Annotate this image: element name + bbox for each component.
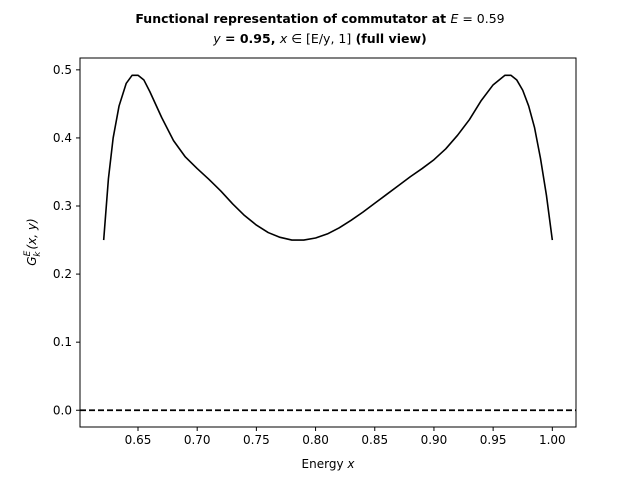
- y-axis-label-sub: k: [33, 251, 43, 257]
- x-axis-label: Energy x: [302, 457, 356, 471]
- x-tick-label: 0.65: [125, 433, 152, 447]
- series-layer: [80, 74, 576, 412]
- x-tick-label: 0.75: [243, 433, 270, 447]
- chart-title-line-2: y = 0.95, x ∈ [E/y, 1] (full view): [212, 31, 426, 46]
- y-tick-label: 0.4: [53, 131, 72, 145]
- y-tick-label: 0.5: [53, 63, 72, 77]
- title-x-range: ∈ [E/y, 1]: [287, 31, 351, 46]
- y-tick-label: 0.0: [53, 403, 72, 417]
- x-tick-label: 0.85: [361, 433, 388, 447]
- x-tick-label: 0.90: [421, 433, 448, 447]
- series-line-0: [102, 74, 554, 241]
- title-e-value: = 0.59: [458, 11, 504, 26]
- x-tick-label: 0.95: [480, 433, 507, 447]
- plot-frame: [79, 57, 577, 428]
- y-tick-label: 0.3: [53, 199, 72, 213]
- title-prefix: Functional representation of commutator …: [135, 11, 450, 26]
- title-var-x: x: [279, 31, 288, 46]
- x-axis-ticks: 0.65 0.70 0.75 0.80 0.85 0.90 0.95 1.00: [125, 427, 566, 447]
- y-axis-ticks: 0.0 0.1 0.2 0.3 0.4 0.5: [53, 63, 80, 417]
- y-axis-label-sup: E: [23, 250, 33, 256]
- title-var-e: E: [450, 11, 458, 26]
- y-axis-label: GEk (x, y): [23, 218, 43, 265]
- y-axis-label-base: G: [25, 256, 39, 265]
- x-tick-label: 1.00: [539, 433, 566, 447]
- title-y-value: = 0.95,: [221, 31, 280, 46]
- chart-title-line-1: Functional representation of commutator …: [135, 11, 504, 26]
- title-suffix: (full view): [351, 31, 427, 46]
- x-axis-label-text: Energy: [302, 457, 348, 471]
- y-axis-label-args: (x, y): [25, 218, 39, 249]
- y-tick-label: 0.2: [53, 267, 72, 281]
- x-tick-label: 0.70: [184, 433, 211, 447]
- x-axis-label-var: x: [346, 457, 355, 471]
- y-tick-label: 0.1: [53, 335, 72, 349]
- title-var-y: y: [212, 31, 221, 46]
- x-tick-label: 0.80: [302, 433, 329, 447]
